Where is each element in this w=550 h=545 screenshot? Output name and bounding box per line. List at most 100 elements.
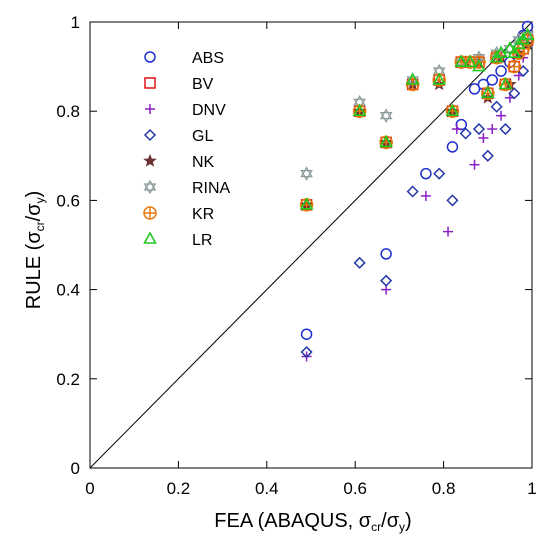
- legend-marker-gl: [143, 128, 157, 142]
- data-point-gl: [446, 194, 459, 207]
- series-lr: [299, 27, 535, 210]
- data-point-dnv: [451, 124, 462, 135]
- marker-shape: [420, 167, 432, 180]
- data-point-dnv: [469, 159, 480, 170]
- marker-shape: [521, 20, 534, 33]
- y-tick-label: 0.8: [56, 102, 80, 121]
- data-point-abs: [468, 83, 481, 95]
- y-tick-label: 0.6: [56, 191, 80, 210]
- data-point-lr: [405, 72, 420, 85]
- data-point-abs: [521, 20, 534, 33]
- marker-shape: [486, 74, 498, 86]
- marker-shape: [299, 197, 314, 210]
- marker-shape: [480, 85, 495, 99]
- marker-shape: [144, 51, 156, 63]
- marker-shape: [446, 141, 459, 153]
- marker-shape: [495, 65, 507, 77]
- data-point-lr: [432, 72, 447, 85]
- marker-shape: [445, 103, 460, 116]
- marker-shape: [498, 76, 513, 90]
- marker-shape: [379, 108, 393, 120]
- data-point-lr: [299, 197, 314, 210]
- marker-shape: [353, 256, 366, 269]
- marker-shape: [432, 72, 447, 85]
- marker-shape: [143, 153, 157, 167]
- data-point-gl: [433, 167, 446, 180]
- data-point-abs: [380, 248, 392, 260]
- x-tick-label: 0.8: [432, 479, 456, 498]
- legend: ABS BV DNV GL NK RINA KR LR: [143, 50, 231, 249]
- data-point-rina: [300, 166, 313, 181]
- data-point-gl: [406, 185, 419, 198]
- marker-shape: [300, 169, 313, 181]
- plot-frame: [89, 21, 533, 469]
- legend-marker-abs: [144, 51, 156, 63]
- data-point-gl: [459, 127, 472, 140]
- data-point-dnv: [443, 226, 454, 237]
- marker-shape: [300, 345, 313, 359]
- marker-shape: [143, 231, 157, 244]
- marker-shape: [144, 77, 156, 89]
- x-tick-label: 0: [85, 479, 94, 498]
- series-abs: [300, 20, 534, 340]
- data-point-lr: [454, 54, 469, 67]
- x-tick-label: 0.2: [167, 479, 191, 498]
- legend-label-rina: RINA: [192, 180, 231, 197]
- legend-label-nk: NK: [192, 154, 215, 171]
- data-point-kr: [507, 59, 522, 74]
- legend-marker-lr: [143, 231, 157, 244]
- marker-shape: [379, 112, 393, 123]
- data-point-lr: [520, 27, 535, 41]
- data-point-abs: [446, 141, 459, 153]
- data-point-lr: [472, 58, 486, 72]
- data-point-dnv: [496, 110, 507, 121]
- data-point-dnv: [420, 190, 431, 201]
- legend-marker-nk: [143, 153, 157, 167]
- data-point-abs: [486, 74, 498, 86]
- marker-shape: [520, 27, 535, 41]
- legend-marker-rina: [143, 179, 157, 195]
- y-tick-label: 0.2: [56, 370, 80, 389]
- marker-shape: [472, 54, 486, 65]
- marker-shape: [143, 179, 157, 191]
- marker-shape: [507, 45, 522, 59]
- y-tick-label: 1: [71, 13, 80, 32]
- marker-shape: [300, 166, 313, 178]
- data-point-gl: [472, 122, 486, 136]
- marker-shape: [380, 248, 392, 260]
- marker-shape: [406, 185, 419, 198]
- x-tick-label: 0.4: [255, 479, 279, 498]
- data-point-gl: [380, 274, 393, 287]
- data-point-gl: [481, 149, 494, 162]
- marker-shape: [143, 183, 157, 195]
- data-point-dnv: [478, 132, 489, 143]
- data-point-dnv: [487, 124, 498, 135]
- legend-label-gl: GL: [192, 128, 213, 145]
- legend-label-lr: LR: [192, 232, 212, 249]
- data-point-lr: [498, 76, 513, 90]
- marker-shape: [490, 100, 503, 113]
- series-gl: [300, 64, 530, 359]
- y-tick-label: 0: [71, 459, 80, 478]
- data-point-gl: [300, 345, 313, 359]
- marker-shape: [454, 54, 469, 67]
- data-point-gl: [499, 122, 512, 136]
- marker-shape: [508, 87, 521, 100]
- x-tick-label: 0.6: [343, 479, 367, 498]
- x-axis-label: FEA (ABAQUS, σcr/σy): [214, 510, 411, 534]
- marker-shape: [446, 194, 459, 207]
- legend-marker-bv: [144, 77, 156, 89]
- data-point-gl: [508, 87, 521, 100]
- marker-shape: [380, 274, 393, 287]
- marker-shape: [468, 83, 481, 95]
- marker-shape: [459, 127, 472, 140]
- data-point-lr: [480, 85, 495, 99]
- data-point-lr: [445, 103, 460, 116]
- plot-area: 0 0.2 0.4 0.6 0.8 1 0 0.2 0.4 0.6 0.8 1: [56, 13, 536, 498]
- legend-label-dnv: DNV: [192, 102, 226, 119]
- data-point-gl: [490, 100, 503, 113]
- marker-shape: [405, 72, 420, 85]
- legend-label-bv: BV: [192, 76, 214, 93]
- legend-marker-kr: [143, 206, 157, 220]
